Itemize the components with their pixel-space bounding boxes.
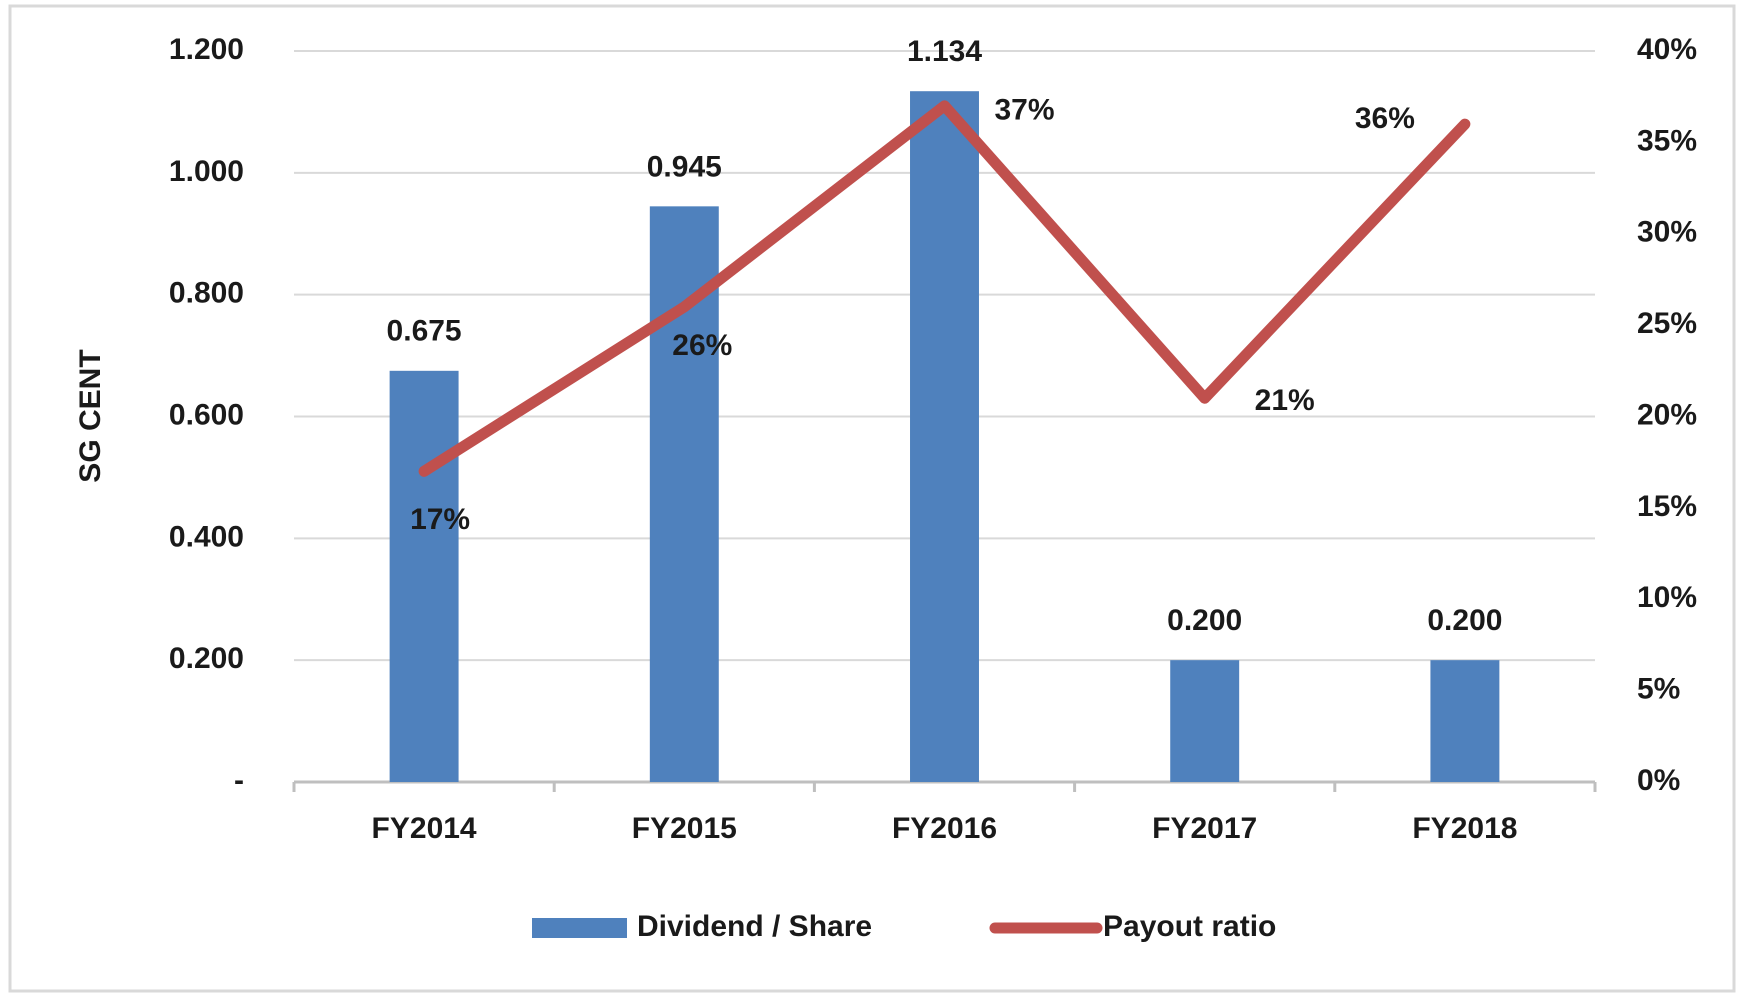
bar-value-label: 0.675 [387,315,462,348]
bar-value-label: 1.134 [907,35,982,68]
chart-border [8,4,1736,993]
y-tick-label: 1.000 [169,155,244,188]
legend-label: Payout ratio [1103,910,1276,943]
y2-tick-label: 0% [1637,764,1680,797]
bar [1170,660,1240,782]
y2-tick-label: 15% [1637,490,1697,523]
bar-value-label: 0.200 [1427,604,1502,637]
line-value-label: 37% [994,94,1054,127]
bar [1430,660,1500,782]
x-tick-label: FY2014 [372,812,477,845]
line-value-label: 21% [1255,384,1315,417]
y-tick-label: - [234,764,244,797]
y2-tick-label: 40% [1637,33,1697,66]
line [418,100,1471,477]
y-axis-title: SG CENT [74,349,107,482]
x-tick-label: FY2017 [1152,812,1257,845]
x-tick-label: FY2018 [1412,812,1517,845]
y-tick-label: 1.200 [169,33,244,66]
y2-tick-label: 30% [1637,216,1697,249]
bar [910,91,979,782]
y2-tick-label: 5% [1637,673,1680,706]
y-tick-label: 0.800 [169,277,244,310]
y2-tick-label: 20% [1637,398,1697,431]
y-tick-label: 0.600 [169,398,244,431]
x-tick-label: FY2016 [892,812,997,845]
line-value-label: 17% [410,503,470,536]
bar-value-label: 0.200 [1167,604,1242,637]
y2-tick-label: 25% [1637,307,1697,340]
line-value-label: 26% [672,329,732,362]
y-tick-label: 0.200 [169,642,244,675]
bar [389,370,459,782]
legend-label: Dividend / Share [637,910,872,943]
x-tick-label: FY2015 [632,812,737,845]
legend-swatch [532,918,627,938]
line-value-label: 36% [1355,102,1415,135]
y2-tick-label: 35% [1637,124,1697,157]
y2-tick-label: 10% [1637,581,1697,614]
y-tick-label: 0.400 [169,520,244,553]
bar-value-label: 0.945 [647,150,722,183]
